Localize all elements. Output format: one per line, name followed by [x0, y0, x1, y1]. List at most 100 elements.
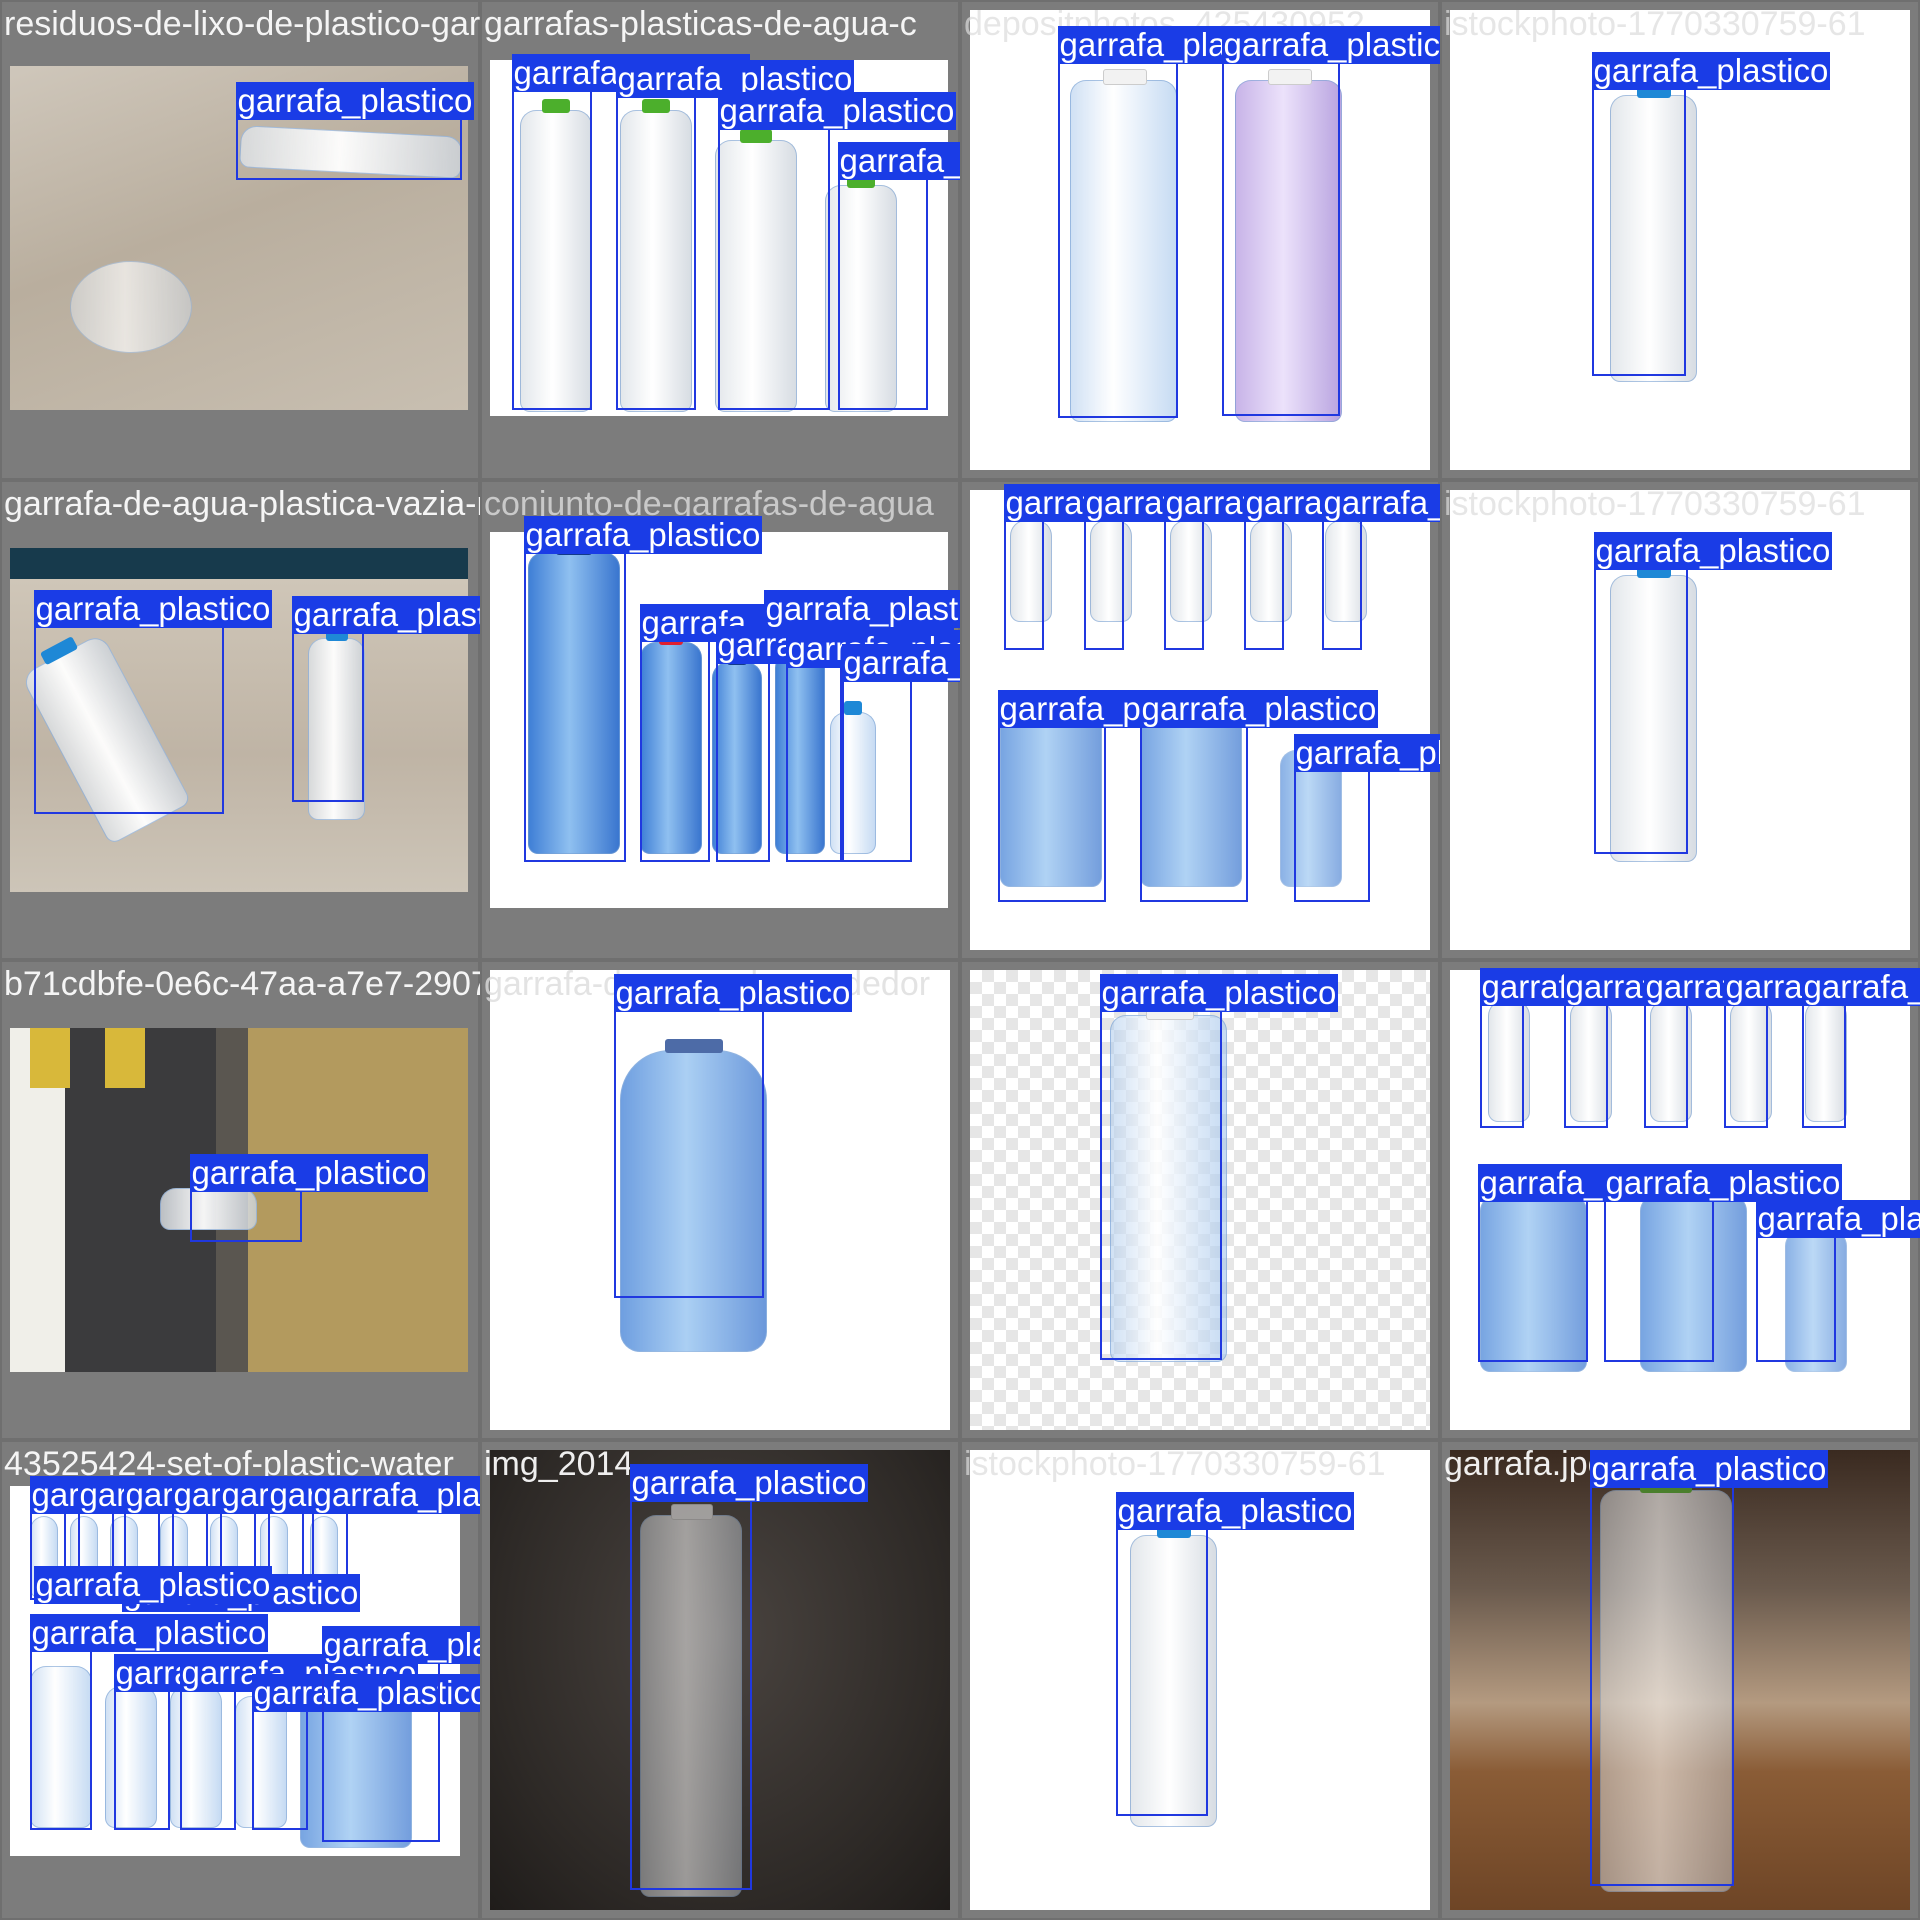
detection-box: garrafa_plastico [1057, 26, 1297, 418]
bottle-image [105, 1686, 157, 1828]
tile-filename: b71cdbfe-0e6c-47aa-a7e7-29079218 [4, 965, 480, 1003]
bottle-image [712, 651, 762, 854]
tile-14[interactable]: istockphoto-1770330759-61 garrafa_plasti… [960, 1440, 1440, 1920]
detection-box: garrafa_plastico [1099, 974, 1339, 1360]
detection-label: garrafa_plastico [615, 60, 855, 98]
bottle-image [1235, 69, 1342, 422]
detection-label: garrafa_plastico [1593, 532, 1833, 570]
tile-photo [970, 970, 1430, 1430]
tile-0[interactable]: residuos-de-lixo-de-plastico-garrafas-pl… [0, 0, 480, 480]
detection-box: garrafa_plastico [33, 1566, 273, 1606]
bottle-image [1640, 1195, 1747, 1372]
tile-8[interactable]: b71cdbfe-0e6c-47aa-a7e7-29079218 garrafa… [0, 960, 480, 1440]
detection-label: garrafa_plastico [1591, 52, 1831, 90]
bottle-image [170, 1686, 222, 1828]
detection-box: garrafa_plastico [715, 626, 955, 862]
tile-4[interactable]: garrafa-de-agua-plastica-vazia-na-areia … [0, 480, 480, 960]
detection-box: garrafa_plastico [1293, 734, 1440, 902]
detection-box: garrafa_plastico [639, 604, 879, 862]
detection-box: garrafa_plastico [1589, 1450, 1829, 1886]
tile-2[interactable]: depositphotos_425430952 garrafa_plastico… [960, 0, 1440, 480]
tile-photo [490, 970, 950, 1430]
detection-label: garrafa_plastico [837, 142, 960, 180]
tile-5[interactable]: conjunto-de-garrafas-de-agua garrafa_pla… [480, 480, 960, 960]
detection-label: garrafa_plastico [523, 516, 763, 554]
detection-box: garrafa_plastico [1755, 1200, 1920, 1362]
detection-box: garrafa_plastico [1643, 968, 1883, 1128]
tile-photo [970, 10, 1430, 470]
detection-box: garrafa_plastico [763, 590, 960, 668]
tile-11[interactable]: garrafa_plastico garrafa_plastico garraf… [1440, 960, 1920, 1440]
detection-box: garrafa_plastico [1003, 484, 1243, 650]
bottle-image [620, 1039, 767, 1352]
bottle-image [1730, 1000, 1772, 1122]
detection-label: garrafa_plastico [33, 590, 273, 628]
tile-photo [10, 66, 468, 410]
detection-label: garrafa_plastico [629, 1464, 869, 1502]
detection-box: garrafa_plastico [1083, 484, 1323, 650]
detection-box: garrafa_plastico [837, 142, 960, 410]
tile-10[interactable]: garrafa_plastico [960, 960, 1440, 1440]
tile-9[interactable]: garrafa-de-agua-do-vendedor garrafa_plas… [480, 960, 960, 1440]
detection-box: garrafa_plastico [785, 630, 960, 862]
detection-box: garrafa_plastico [1801, 968, 1920, 1128]
bottle-image [1610, 564, 1697, 862]
bottle-image [1785, 1230, 1847, 1372]
detection-box: garrafa_plastico [841, 644, 960, 862]
detection-box: garrafa_plastico [1163, 484, 1403, 650]
detection-label: garrafa_plastico [251, 1674, 480, 1712]
detection-box: garrafa_plastico [523, 516, 763, 862]
detection-box: garrafa_plastico [613, 974, 853, 1298]
road-marking [105, 1028, 145, 1088]
detection-box: garrafa_plastico [33, 590, 273, 814]
detection-label: garrafa_plastico [1755, 1200, 1920, 1238]
bottle-image [620, 99, 692, 412]
bottle-image [308, 627, 365, 820]
detection-box: garrafa_plastico [1593, 532, 1833, 854]
detection-label: garrafa_plastico [1115, 1492, 1355, 1530]
bottle-image [1170, 520, 1212, 622]
bottle-image [830, 701, 876, 854]
detection-label: garrafa_plastico [1099, 974, 1339, 1012]
bottle-image [640, 1504, 742, 1897]
detection-box: garrafa_plastico [113, 1654, 353, 1830]
tile-filename: garrafas-plasticas-de-agua-c [484, 5, 917, 43]
detection-box: garrafa_plastico [997, 690, 1237, 902]
tile-13[interactable]: img_2014 garrafa_plastico [480, 1440, 960, 1920]
tile-1[interactable]: garrafas-plasticas-de-agua-c garrafa_pla… [480, 0, 960, 480]
bottle-image [1110, 1004, 1227, 1362]
tile-7[interactable]: istockphoto-1770330759-61 garrafa_plasti… [1440, 480, 1920, 960]
detection-label: garrafa_plastico [311, 1476, 480, 1514]
tile-photo [1450, 1450, 1910, 1910]
tile-6[interactable]: garrafa_plastico garrafa_plastico garraf… [960, 480, 1440, 960]
tile-12[interactable]: 43525424-set-of-plastic-water garrafa_pl… [0, 1440, 480, 1920]
crumpled-plastic-image [70, 261, 192, 353]
detection-label: garrafa_plastico [33, 1566, 273, 1604]
detection-label: garrafa_plastico [841, 644, 960, 682]
detection-label: garrafa_plastico [1603, 1164, 1843, 1202]
detection-label: garrafa_plastico [321, 1626, 480, 1664]
bottle-image [1480, 1195, 1587, 1372]
bottle-image [1140, 710, 1242, 887]
bottle-image [235, 1696, 287, 1828]
detection-label: garrafa_plastico [291, 596, 480, 634]
tile-filename: istockphoto-1770330759-61 [964, 1445, 1386, 1483]
detection-box: garrafa_plastico [321, 1626, 480, 1842]
detection-box: garrafa_plastico [511, 54, 751, 410]
detection-box: garrafa_plastico [1477, 1164, 1717, 1362]
detection-label: garrafa_plastico [1321, 484, 1440, 522]
bottle-image [1600, 1479, 1732, 1892]
tile-photo [490, 532, 948, 908]
detection-label: garrafa_plastico [1801, 968, 1920, 1006]
detection-box: garrafa_plastico [235, 82, 475, 180]
detection-box: garrafa_plastico [1563, 968, 1803, 1128]
detection-label: garrafa_plastico [29, 1614, 269, 1652]
detection-label: garrafa_plastico [1589, 1450, 1829, 1488]
tile-15[interactable]: garrafa.jpeg garrafa_plastico [1440, 1440, 1920, 1920]
tile-3[interactable]: istockphoto-1770330759-61 garrafa_plasti… [1440, 0, 1920, 480]
tile-filename: residuos-de-lixo-de-plastico-garrafas-pl [4, 5, 480, 43]
bottle-image [1070, 69, 1177, 422]
detection-box: garrafa_plastico [29, 1614, 269, 1830]
bottle-image [1610, 84, 1697, 382]
